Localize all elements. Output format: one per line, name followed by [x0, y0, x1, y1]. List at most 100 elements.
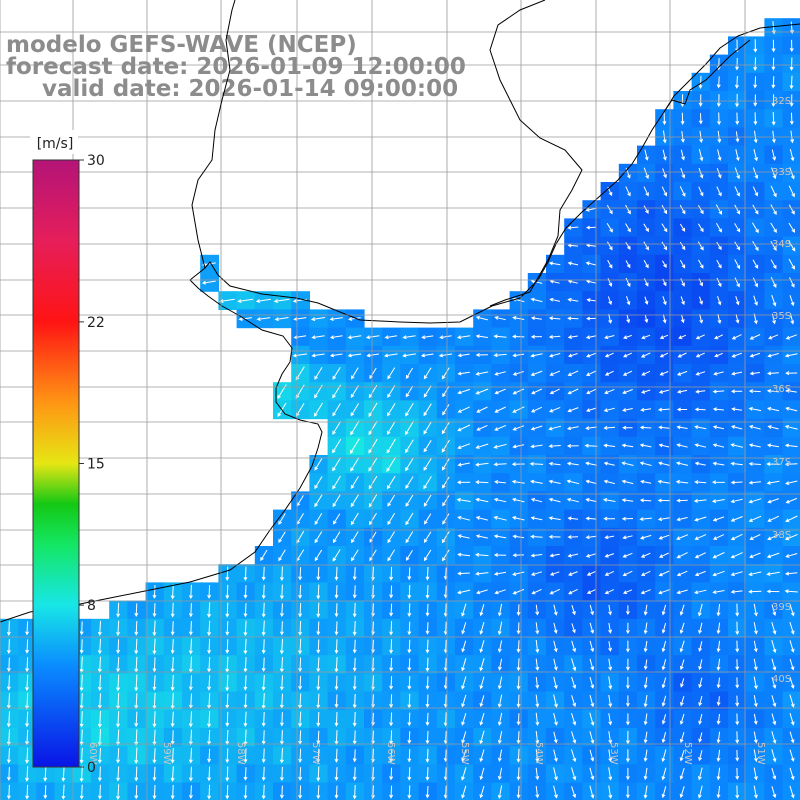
wind-arrow	[785, 334, 797, 340]
wind-arrow	[658, 570, 670, 577]
wind-arrow	[713, 371, 724, 376]
wind-arrow	[298, 657, 303, 673]
wind-arrow	[606, 204, 613, 215]
wind-arrow	[748, 515, 762, 522]
wind-arrow	[585, 498, 597, 503]
wind-arrow	[623, 334, 632, 340]
wind-arrow	[766, 480, 780, 485]
wind-arrow	[731, 334, 742, 340]
wind-arrow	[698, 732, 703, 743]
wind-arrow	[407, 749, 412, 763]
wind-arrow	[461, 785, 467, 799]
wind-arrow	[771, 749, 777, 763]
wind-arrow	[662, 260, 667, 269]
wind-arrow	[644, 314, 649, 324]
wind-arrow	[316, 639, 321, 654]
wind-arrow	[116, 766, 121, 782]
wind-arrow	[788, 240, 796, 252]
wind-arrow	[243, 675, 248, 691]
wind-arrow	[676, 407, 688, 412]
wind-arrow	[625, 242, 631, 250]
wind-arrow	[332, 531, 341, 544]
wind-arrow	[530, 316, 542, 321]
colorbar-tick-label: 15	[87, 457, 105, 473]
wind-arrow	[608, 622, 612, 634]
wind-arrow	[785, 480, 798, 485]
wind-arrow	[767, 371, 779, 376]
wind-arrow	[279, 603, 284, 618]
wind-arrow	[261, 766, 266, 782]
wind-arrow	[770, 185, 777, 198]
wind-arrow	[680, 131, 685, 143]
wind-arrow	[423, 457, 432, 471]
wind-arrow	[279, 657, 284, 673]
wind-arrow	[716, 785, 721, 799]
wind-arrow	[529, 461, 544, 466]
wind-arrow	[61, 784, 66, 800]
wind-arrow	[603, 407, 615, 413]
wind-arrow	[785, 406, 798, 412]
wind-arrow	[715, 223, 722, 233]
wind-arrow	[566, 497, 579, 503]
wind-arrow	[585, 225, 597, 230]
wind-arrow	[585, 426, 597, 431]
wind-arrow	[749, 552, 761, 559]
wind-arrow	[679, 659, 685, 671]
wind-arrow	[493, 353, 507, 358]
wind-arrow	[643, 659, 648, 671]
wind-arrow	[134, 674, 139, 692]
wind-arrow	[735, 149, 740, 162]
wind-arrow	[753, 112, 758, 126]
wind-arrow	[405, 531, 414, 544]
wind-arrow	[603, 479, 615, 485]
wind-arrow	[789, 75, 794, 90]
wind-arrow	[334, 694, 339, 709]
wind-arrow	[225, 602, 230, 618]
wind-arrow	[712, 552, 725, 559]
wind-arrow	[662, 314, 667, 324]
wind-arrow	[313, 402, 323, 417]
wind-arrow	[734, 241, 741, 251]
wind-arrow	[604, 553, 615, 558]
wind-arrow	[423, 475, 432, 490]
wind-arrow	[625, 605, 630, 616]
wind-arrow	[548, 425, 562, 431]
wind-arrow	[402, 335, 416, 340]
wind-arrow	[535, 730, 540, 745]
wind-arrow	[441, 531, 450, 544]
wind-arrow	[608, 785, 613, 799]
wind-arrow	[261, 566, 266, 581]
wind-arrow	[566, 426, 579, 431]
wind-arrow	[734, 75, 739, 89]
wind-arrow	[676, 570, 688, 577]
wind-arrow	[25, 692, 30, 710]
wind-arrow	[475, 334, 488, 339]
wind-arrow	[207, 620, 212, 637]
wind-arrow	[697, 241, 704, 251]
wind-arrow	[640, 479, 652, 484]
wind-arrow	[243, 620, 248, 637]
wind-arrow	[387, 531, 396, 544]
wind-arrow	[553, 604, 558, 616]
wind-arrow	[461, 749, 467, 763]
wind-arrow	[567, 516, 579, 521]
wind-arrow	[530, 497, 543, 503]
wind-arrow	[188, 748, 193, 764]
wind-arrow	[25, 657, 30, 673]
wind-arrow	[497, 731, 503, 745]
wind-arrow	[116, 602, 121, 618]
wind-arrow	[771, 294, 777, 307]
wind-arrow	[314, 549, 323, 562]
wind-arrow	[386, 456, 397, 472]
wind-arrow	[441, 458, 450, 471]
wind-arrow	[712, 443, 725, 448]
wind-arrow	[79, 674, 84, 692]
wind-arrow	[735, 93, 740, 108]
wind-arrow	[497, 603, 503, 617]
wind-arrow	[549, 297, 561, 302]
wind-arrow	[278, 549, 286, 562]
wind-arrow	[225, 711, 230, 727]
wind-arrow	[694, 480, 707, 485]
wind-arrow	[530, 479, 543, 484]
wind-arrow	[730, 461, 743, 466]
